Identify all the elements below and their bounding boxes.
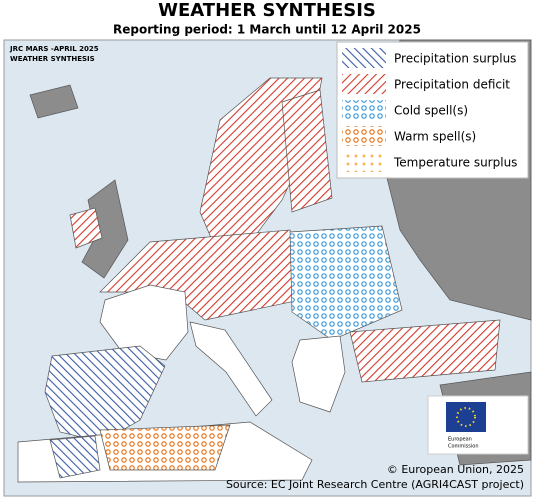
- logo-text: Commission: [448, 444, 479, 450]
- corner-label: JRC MARS -APRIL 2025: [9, 45, 99, 53]
- eu-logo: European Commission: [427, 395, 529, 455]
- balkans: [291, 335, 346, 413]
- central-europe: [99, 229, 301, 321]
- legend-swatch: [342, 100, 386, 120]
- logo-text: European: [448, 437, 472, 443]
- corner-label: WEATHER SYNTHESIS: [10, 55, 95, 63]
- eastern-europe: [289, 225, 403, 341]
- legend-swatch: [342, 48, 386, 68]
- copyright: © European Union, 2025: [387, 463, 524, 476]
- legend-swatch: [342, 74, 386, 94]
- morocco-surplus: [49, 435, 101, 479]
- legend-swatch: [342, 152, 386, 172]
- legend-label: Precipitation surplus: [394, 52, 516, 66]
- legend: Precipitation surplus Precipitation defi…: [336, 41, 529, 179]
- iceland: [29, 84, 79, 119]
- title: WEATHER SYNTHESIS: [158, 0, 376, 21]
- turkey: [349, 319, 501, 383]
- warm-area: [99, 424, 231, 471]
- legend-label: Warm spell(s): [394, 130, 476, 144]
- subtitle: Reporting period: 1 March until 12 April…: [113, 23, 421, 37]
- legend-label: Cold spell(s): [394, 104, 468, 118]
- eu-flag: [446, 402, 486, 432]
- legend-swatch: [342, 126, 386, 146]
- eu-stars: [456, 407, 476, 427]
- source: Source: EC Joint Research Centre (AGRI4C…: [226, 478, 524, 491]
- finland-baltics: [281, 89, 333, 213]
- ireland: [69, 207, 103, 249]
- france: [99, 284, 189, 361]
- italy: [189, 321, 273, 417]
- legend-label: Temperature surplus: [393, 156, 517, 170]
- legend-label: Precipitation deficit: [394, 78, 510, 92]
